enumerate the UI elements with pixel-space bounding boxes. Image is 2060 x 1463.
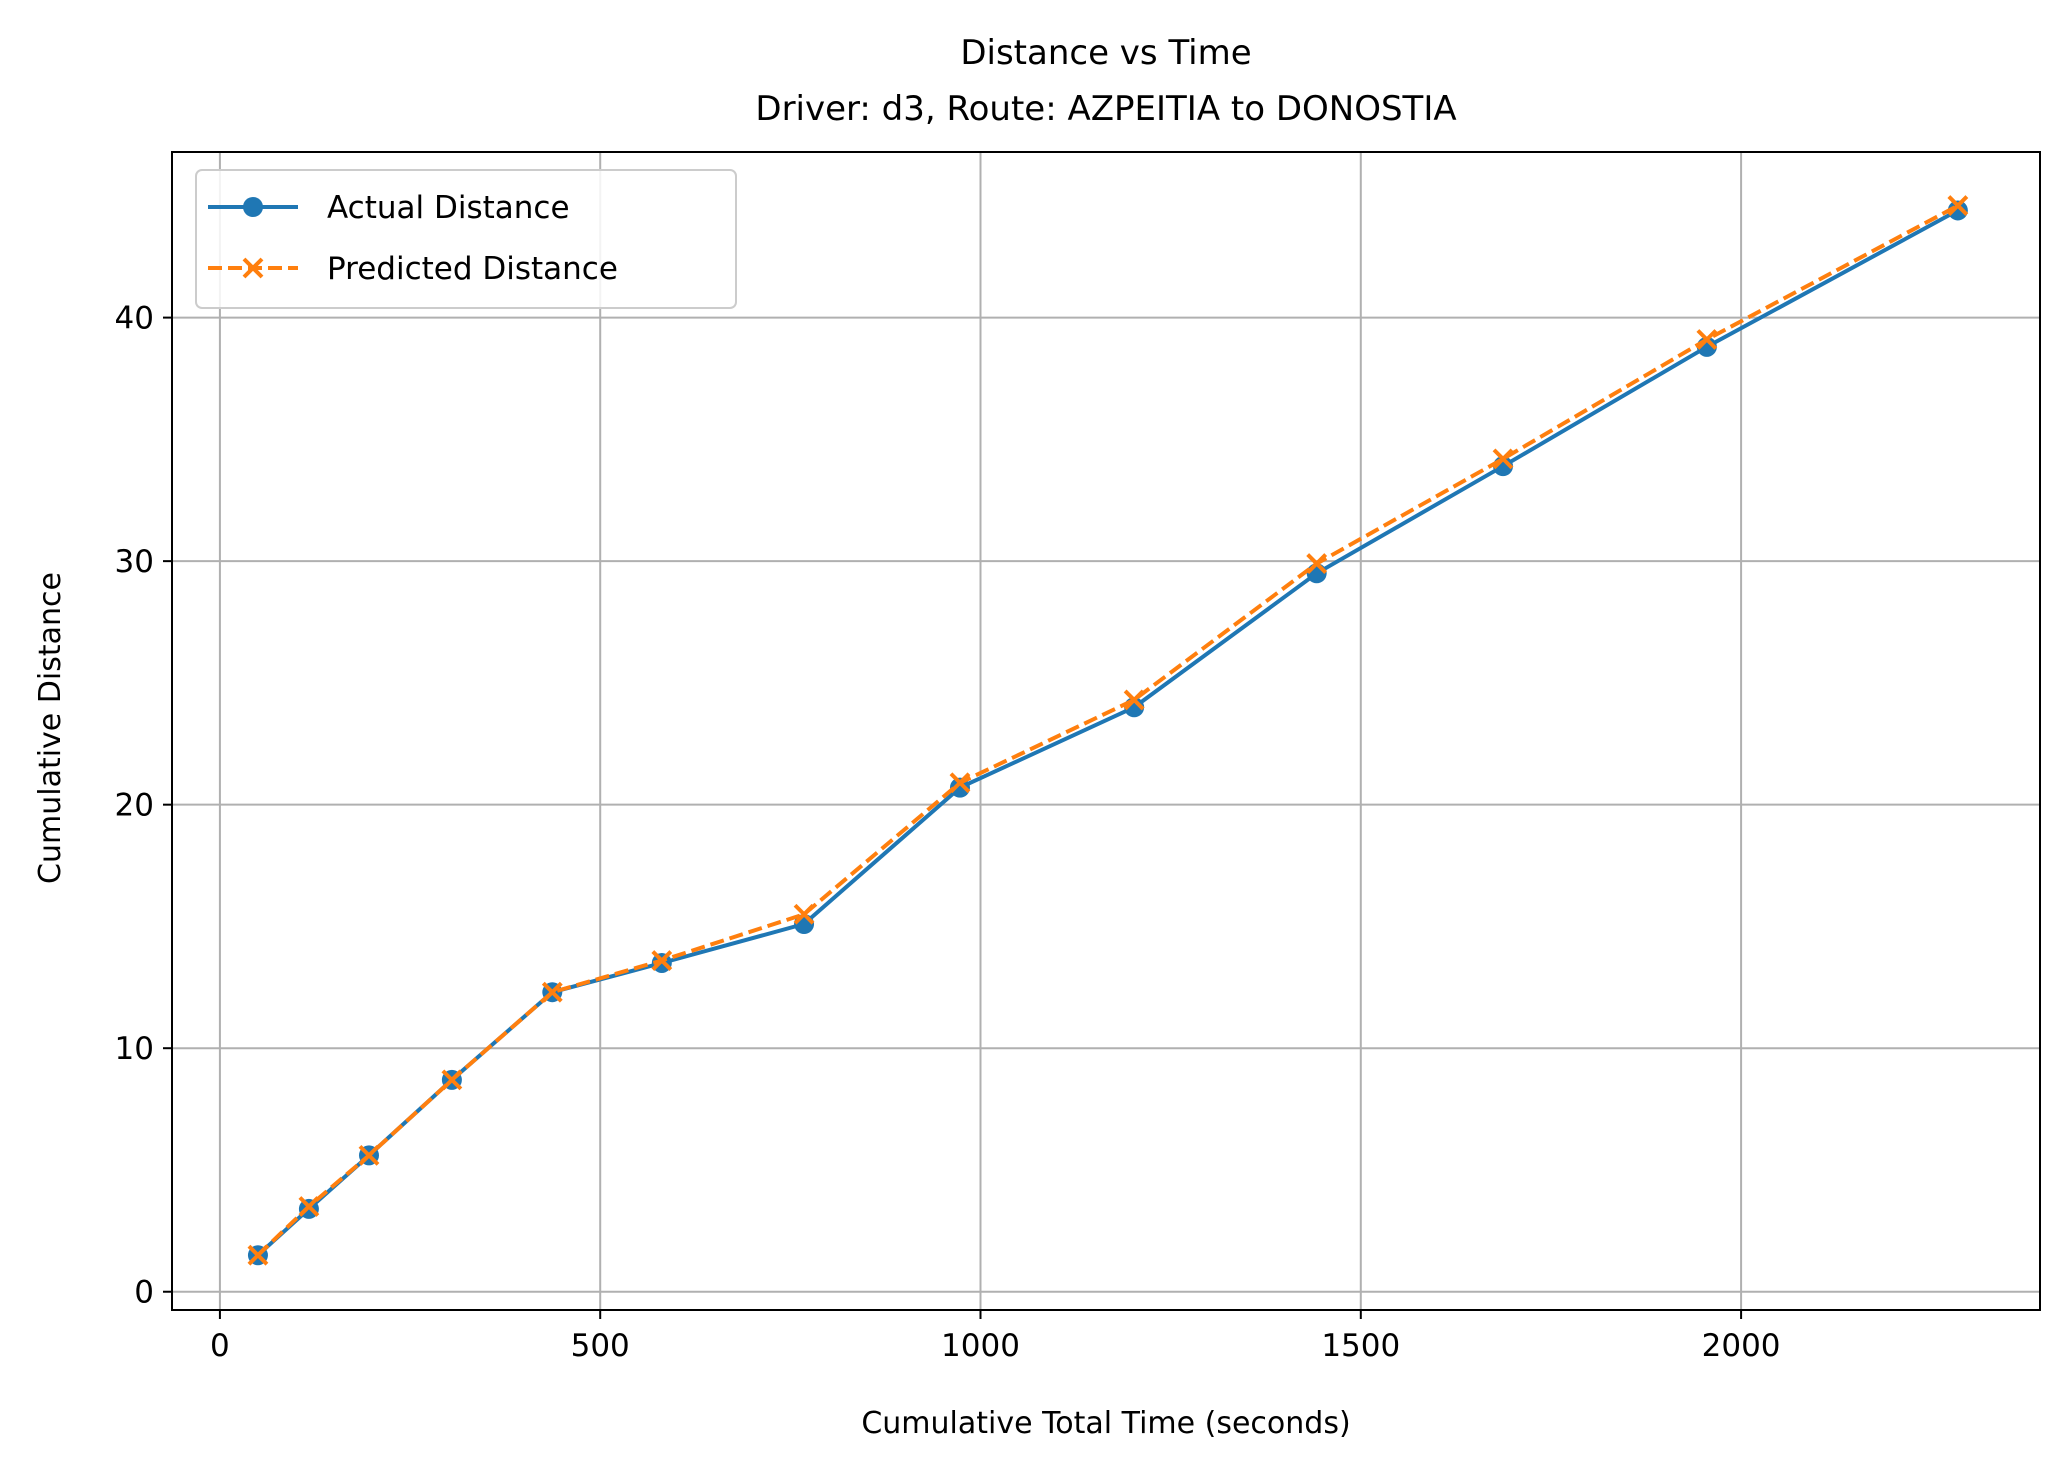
- legend-label-actual: Actual Distance: [327, 190, 570, 226]
- series-actual: [247, 200, 1968, 1266]
- data-point: [358, 1144, 380, 1166]
- legend-entry-predicted: Predicted Distance: [208, 251, 618, 287]
- x-tick-label: 2000: [1702, 1328, 1781, 1364]
- y-tick-label: 30: [115, 544, 154, 580]
- data-point: [1947, 195, 1969, 216]
- legend-marker-predicted: [242, 257, 264, 279]
- y-tick-label: 10: [115, 1031, 154, 1067]
- legend-label-predicted: Predicted Distance: [327, 251, 618, 287]
- series-predicted: [247, 195, 1969, 1266]
- data-point: [1696, 329, 1718, 350]
- legend-marker-actual: [243, 197, 263, 217]
- data-point: [298, 1196, 320, 1217]
- data-point: [1492, 448, 1514, 470]
- legend: Actual Distance Predicted Distance: [195, 169, 737, 309]
- series-line: [256, 208, 1959, 1257]
- data-point: [1947, 200, 1968, 221]
- series-line: [256, 203, 1959, 1257]
- legend-box: [195, 169, 737, 309]
- data-point: [651, 950, 673, 971]
- x-tick-label: 1000: [941, 1328, 1020, 1364]
- x-tick-label: 500: [571, 1328, 630, 1364]
- legend-entry-actual: Actual Distance: [208, 190, 570, 226]
- x-tick-label: 1500: [1321, 1328, 1400, 1364]
- plot-frame: [171, 151, 2041, 1311]
- data-point: [1123, 689, 1145, 711]
- data-point: [247, 1244, 269, 1266]
- y-tick-label: 20: [115, 788, 154, 824]
- data-point: [793, 903, 815, 925]
- series-layer: [247, 195, 1969, 1266]
- data-point: [949, 772, 971, 794]
- axis-ticks: 0 500 1000 1500 2000 0 10 20 30 40: [115, 301, 1781, 1364]
- y-axis-label: Cumulative Distance: [33, 572, 68, 884]
- x-tick-label: 0: [210, 1328, 230, 1364]
- x-axis-label: Cumulative Total Time (seconds): [861, 1406, 1350, 1441]
- y-tick-label: 40: [115, 301, 154, 337]
- chart-subtitle: Driver: d3, Route: AZPEITIA to DONOSTIA: [755, 89, 1456, 129]
- data-point: [441, 1069, 463, 1091]
- data-point: [1306, 553, 1328, 574]
- grid-lines: [172, 152, 2040, 1310]
- chart-title: Distance vs Time: [960, 33, 1251, 73]
- data-point: [541, 981, 563, 1003]
- y-tick-label: 0: [134, 1275, 154, 1311]
